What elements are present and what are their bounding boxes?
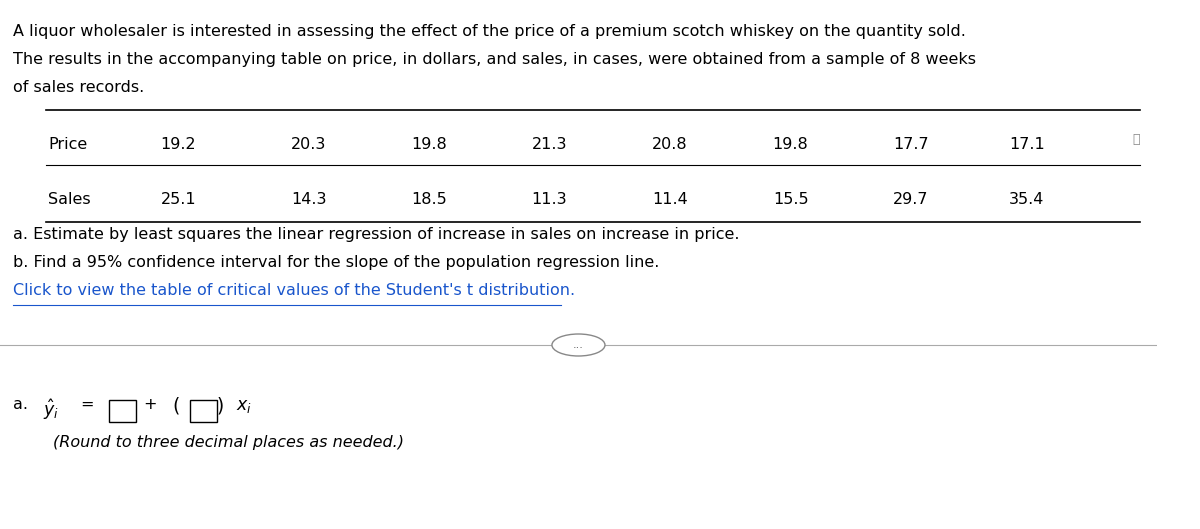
Text: 19.8: 19.8: [412, 137, 446, 152]
Text: 19.2: 19.2: [161, 137, 196, 152]
Text: (Round to three decimal places as needed.): (Round to three decimal places as needed…: [53, 435, 404, 450]
Text: ): ): [217, 397, 224, 416]
Text: 20.3: 20.3: [290, 137, 326, 152]
Ellipse shape: [552, 334, 605, 356]
Text: The results in the accompanying table on price, in dollars, and sales, in cases,: The results in the accompanying table on…: [12, 52, 976, 67]
Text: 35.4: 35.4: [1009, 192, 1044, 207]
Text: +: +: [144, 397, 157, 412]
Text: 14.3: 14.3: [290, 192, 326, 207]
Text: ...: ...: [574, 340, 584, 350]
Text: Price: Price: [48, 137, 88, 152]
Text: 20.8: 20.8: [653, 137, 688, 152]
Text: ⎘: ⎘: [1132, 133, 1140, 146]
Text: 11.3: 11.3: [532, 192, 568, 207]
FancyBboxPatch shape: [109, 400, 136, 422]
Text: Click to view the table of critical values of the Student's t distribution.: Click to view the table of critical valu…: [12, 283, 575, 298]
Text: 17.7: 17.7: [893, 137, 929, 152]
Text: a.: a.: [12, 397, 28, 412]
Text: a. Estimate by least squares the linear regression of increase in sales on incre: a. Estimate by least squares the linear …: [12, 227, 739, 242]
Text: 19.8: 19.8: [773, 137, 809, 152]
Text: 17.1: 17.1: [1009, 137, 1045, 152]
Text: 29.7: 29.7: [893, 192, 929, 207]
Text: $\hat{y}_i$: $\hat{y}_i$: [43, 397, 60, 422]
Text: 18.5: 18.5: [412, 192, 446, 207]
Text: b. Find a 95% confidence interval for the slope of the population regression lin: b. Find a 95% confidence interval for th…: [12, 255, 659, 270]
Text: $x_i$: $x_i$: [236, 397, 252, 415]
Text: (: (: [173, 397, 180, 416]
Text: 15.5: 15.5: [773, 192, 809, 207]
Text: 21.3: 21.3: [532, 137, 568, 152]
Text: 11.4: 11.4: [652, 192, 688, 207]
Text: 25.1: 25.1: [161, 192, 196, 207]
Text: Sales: Sales: [48, 192, 91, 207]
FancyBboxPatch shape: [190, 400, 217, 422]
Text: of sales records.: of sales records.: [12, 80, 144, 95]
Text: A liquor wholesaler is interested in assessing the effect of the price of a prem: A liquor wholesaler is interested in ass…: [12, 24, 966, 39]
Text: =: =: [80, 397, 94, 412]
